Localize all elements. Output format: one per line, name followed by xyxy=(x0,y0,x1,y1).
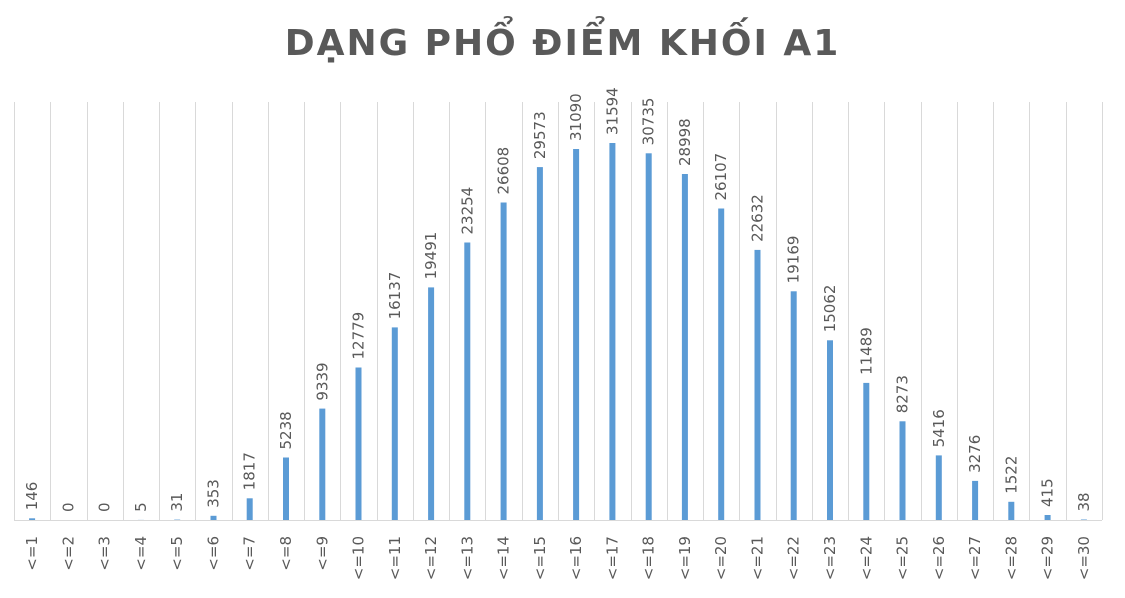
data-label: 11489 xyxy=(857,327,875,375)
data-label: 415 xyxy=(1039,478,1057,507)
tick-label: <=5 xyxy=(168,536,186,571)
tick-label: <=4 xyxy=(132,536,150,571)
tick-label: <=27 xyxy=(966,536,984,580)
tick-label: <=1 xyxy=(23,536,41,571)
data-label: 8273 xyxy=(894,375,912,413)
bar xyxy=(899,421,906,520)
data-label: 26107 xyxy=(712,153,730,201)
data-label: 22632 xyxy=(749,194,767,242)
bar xyxy=(863,382,870,520)
tick-label: <=20 xyxy=(712,536,730,580)
tick-label: <=14 xyxy=(495,536,513,580)
data-label: 31 xyxy=(168,493,186,512)
bar xyxy=(754,249,761,520)
data-label: 30735 xyxy=(640,98,658,146)
bar xyxy=(1008,501,1015,520)
data-label: 0 xyxy=(96,502,114,512)
bar xyxy=(1044,515,1051,520)
bar xyxy=(573,149,580,520)
data-label: 353 xyxy=(205,479,223,508)
data-label: 12779 xyxy=(350,312,368,360)
bar xyxy=(645,153,652,521)
data-label: 5 xyxy=(132,502,150,512)
data-label: 5238 xyxy=(277,411,295,449)
bar xyxy=(681,174,688,520)
data-label: 29573 xyxy=(531,111,549,159)
tick-label: <=12 xyxy=(422,536,440,580)
tick-label: <=30 xyxy=(1075,536,1093,580)
bar xyxy=(536,167,543,520)
data-label: 38 xyxy=(1075,492,1093,511)
data-label: 1522 xyxy=(1002,456,1020,494)
bar xyxy=(246,498,253,520)
tick-label: <=17 xyxy=(603,536,621,580)
data-label: 15062 xyxy=(821,285,839,333)
bar xyxy=(609,143,616,520)
bar xyxy=(790,291,797,520)
bar xyxy=(827,340,833,520)
tick-label: <=11 xyxy=(386,536,404,580)
tick-label: <=8 xyxy=(277,536,295,571)
bar xyxy=(718,208,725,520)
bar xyxy=(319,408,326,520)
tick-label: <=21 xyxy=(749,536,767,580)
data-label: 19491 xyxy=(422,232,440,280)
tick-label: <=26 xyxy=(930,536,948,580)
bar xyxy=(210,515,217,520)
chart-title: DẠNG PHỔ ĐIỂM KHỐI A1 xyxy=(284,23,841,64)
data-label: 1817 xyxy=(241,452,259,490)
tick-label: <=3 xyxy=(96,536,114,571)
data-label: 26608 xyxy=(495,147,513,195)
data-label: 146 xyxy=(23,482,41,511)
tick-label: <=7 xyxy=(241,536,259,571)
data-label: 3276 xyxy=(966,435,984,473)
data-label: 23254 xyxy=(458,187,476,235)
tick-label: <=22 xyxy=(785,536,803,580)
tick-label: <=10 xyxy=(350,536,368,580)
data-label: 31090 xyxy=(567,93,585,141)
data-label: 28998 xyxy=(676,118,694,166)
data-label: 5416 xyxy=(930,409,948,447)
bar xyxy=(355,367,362,520)
bar xyxy=(1080,519,1087,520)
tick-label: <=15 xyxy=(531,536,549,580)
x-axis-tick-labels: <=1 <=2 <=3 <=4 <=5 <=6 <=7 <=8 <=9 <=10 <=11 <=12 <… xyxy=(23,536,1093,580)
tick-label: <=19 xyxy=(676,536,694,580)
tick-label: <=18 xyxy=(640,536,658,580)
bar-series xyxy=(29,143,1087,521)
bar xyxy=(972,480,979,520)
bar xyxy=(29,518,36,520)
bar xyxy=(500,202,507,520)
tick-label: <=29 xyxy=(1039,536,1057,580)
tick-label: <=13 xyxy=(458,536,476,580)
data-label: 19169 xyxy=(785,236,803,284)
data-label: 9339 xyxy=(313,362,331,400)
bar xyxy=(428,287,435,520)
tick-label: <=25 xyxy=(894,536,912,580)
tick-label: <=16 xyxy=(567,536,585,580)
tick-label: <=28 xyxy=(1002,536,1020,580)
bar xyxy=(283,457,289,520)
bar xyxy=(464,242,471,520)
data-labels: 146 0 0 5 31 353 1817 5238 9339 12779 16137 19491 23… xyxy=(23,87,1093,512)
tick-label: <=2 xyxy=(59,536,77,571)
bar xyxy=(391,327,398,520)
tick-label: <=6 xyxy=(205,536,223,571)
tick-label: <=9 xyxy=(313,536,331,571)
tick-label: <=24 xyxy=(857,536,875,580)
data-label: 31594 xyxy=(603,87,621,135)
tick-label: <=23 xyxy=(821,536,839,580)
bar xyxy=(935,455,942,520)
data-label: 16137 xyxy=(386,272,404,320)
category-gridlines xyxy=(14,102,1103,520)
data-label: 0 xyxy=(59,502,77,512)
